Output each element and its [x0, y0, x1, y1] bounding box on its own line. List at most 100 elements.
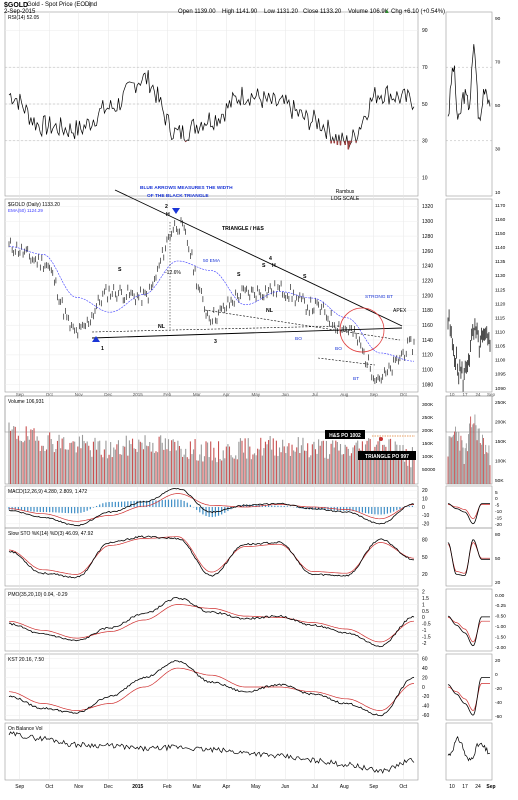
y-tick-label: 1	[422, 602, 425, 608]
zoom-y-tick-label: -60	[495, 714, 502, 720]
price-annotation: NL	[158, 324, 166, 330]
x-tick-label: Jun	[281, 784, 289, 790]
zoom-frame-4	[445, 527, 493, 587]
price-annotation: S	[303, 274, 307, 280]
price-annotation: -12.6%	[165, 270, 181, 276]
x-tick-label-mid: Jul	[312, 392, 318, 397]
macd-label: MACD(12,26,9) 4.280, 2.809, 1.472	[8, 489, 87, 495]
zoom-x-tick-label-mid: 24	[475, 392, 481, 397]
volume-label: Volume 106,931	[8, 399, 44, 405]
kst-signal-line	[8, 667, 415, 711]
rsi-zoom-line	[447, 44, 491, 122]
zoom-y-tick-label: 1110	[495, 329, 505, 335]
zoom-y-tick-label: 50	[495, 556, 501, 562]
zoom-y-tick-label: 1090	[495, 386, 506, 392]
y-tick-label: -1.5	[422, 635, 431, 641]
price-label: $GOLD (Daily) 1133.20	[8, 202, 60, 208]
zoom-y-tick-label: -0.50	[495, 614, 506, 620]
zoom-signal-line	[447, 504, 490, 520]
pmo-signal-line	[9, 604, 415, 643]
slow-sto-label: Slow STO %K(14) %D(3) 46.09, 47.92	[8, 531, 93, 537]
zoom-frame-1	[445, 198, 493, 393]
volume-y-tick-label: 100K	[422, 454, 434, 460]
x-tick-label: Sep	[369, 784, 378, 790]
y-tick-label: 1300	[422, 219, 433, 225]
y-tick-label: 1100	[422, 368, 433, 374]
zoom-y-tick-label: 90	[495, 16, 501, 22]
y-tick-label: 1080	[422, 382, 433, 388]
zoom-y-tick-label: 1115	[495, 315, 505, 321]
neckline-2	[204, 309, 401, 341]
y-tick-label: 50	[422, 102, 428, 108]
slow-sto-signal-line	[8, 536, 415, 575]
x-tick-label-mid: Sep	[370, 392, 379, 397]
close-value: Close 1133.20	[303, 9, 342, 15]
zoom-y-tick-label: -2.00	[495, 645, 506, 651]
macd-signal-line	[9, 493, 415, 522]
price-annotation: BLUE ARROWS MEASURES THE WIDTH	[140, 185, 233, 191]
x-tick-label-mid: Nov	[75, 392, 84, 397]
price-annotation: BO	[335, 346, 342, 352]
zoom-y-tick-label: 30	[495, 146, 501, 152]
price-annotation: APEX	[393, 308, 407, 314]
zoom-frame-6	[445, 653, 493, 721]
zoom-y-tick-label: 1125	[495, 287, 506, 293]
date-label: 2-Sep-2015	[4, 9, 36, 15]
zoom-y-tick-label: 1140	[495, 245, 506, 251]
price-annotation: 50 EMA	[203, 258, 221, 264]
price-annotation: TRIANGLE / H&S	[222, 226, 264, 232]
y-tick-label: 0.5	[422, 609, 429, 615]
zoom-y-tick-label: 1120	[495, 301, 506, 307]
y-tick-label: -0.5	[422, 622, 431, 628]
zoom-x-tick-label-mid: Sep	[487, 392, 496, 397]
obv-line	[8, 731, 415, 774]
chart-labels: SepSepOctOctNovNovDecDec20152015FebFebMa…	[8, 15, 507, 790]
obv-zoom-line	[447, 735, 491, 762]
zoom-x-tick-label: 17	[462, 784, 468, 790]
x-tick-label-mid: Aug	[340, 392, 349, 397]
zoom-indicator-line	[447, 539, 490, 576]
x-tick-label: Apr	[222, 784, 230, 790]
zoom-y-tick-label: 20	[495, 580, 501, 586]
zoom-y-tick-label: 100K	[495, 458, 507, 464]
y-tick-label: 70	[422, 65, 428, 71]
x-tick-label: Sep	[15, 784, 24, 790]
y-tick-label: 90	[422, 28, 428, 34]
zoom-y-tick-label: 1130	[495, 273, 506, 279]
y-tick-label: 10	[422, 496, 428, 502]
rsi-line	[8, 70, 415, 150]
zoom-indicator-line	[447, 503, 490, 525]
zoom-y-tick-label: 0.00	[495, 593, 505, 599]
zoom-x-tick-label-mid: 10	[449, 392, 455, 397]
panel-frame-5	[4, 588, 419, 652]
volume-y-tick-label: 150K	[422, 441, 434, 447]
hs-po-box	[325, 430, 365, 439]
y-tick-label: 1200	[422, 293, 433, 299]
symbol-label: $GOLD	[4, 2, 29, 9]
triangle-po-box	[358, 451, 416, 460]
pmo-label: PMO(35,20,10) 0.04, -0.29	[8, 592, 68, 598]
price-annotation: OF THE BLACK TRIANGLE	[147, 193, 209, 199]
neckline-1	[91, 325, 341, 333]
panel-frame-7	[4, 722, 419, 781]
y-tick-label: 1280	[422, 234, 433, 240]
pmo-line	[9, 596, 415, 648]
obv-label: On Balance Vol	[8, 726, 42, 732]
price-annotation: 2	[165, 204, 168, 210]
y-tick-label: 60	[422, 657, 428, 663]
grid-lines	[5, 12, 492, 780]
kst-label: KST 20.16, 7.50	[8, 657, 44, 663]
y-tick-label: 1240	[422, 264, 433, 270]
hs-po-label: H&S PO 1002	[329, 433, 361, 439]
y-tick-label: 20	[422, 675, 428, 681]
chart-subtitle: LOG SCALE	[331, 196, 360, 202]
y-tick-label: -20	[422, 522, 429, 528]
zoom-y-tick-label: -15	[495, 515, 502, 521]
open-value: Open 1139.00	[178, 9, 216, 15]
blue-arrow-up-icon	[92, 336, 100, 342]
y-tick-label: 1320	[422, 204, 433, 210]
y-tick-label: -60	[422, 713, 429, 719]
x-tick-label-mid: Feb	[163, 392, 171, 397]
x-tick-label: May	[251, 784, 261, 790]
price-annotation: H	[272, 263, 276, 269]
